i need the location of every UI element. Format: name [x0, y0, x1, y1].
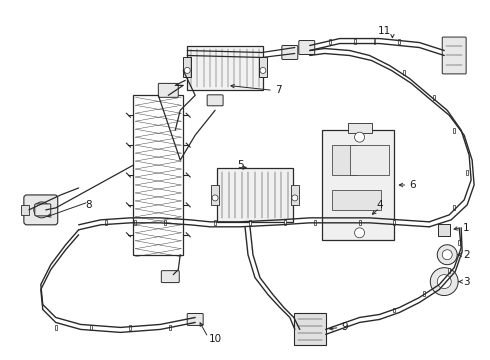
- Bar: [55, 325, 57, 330]
- Circle shape: [184, 67, 190, 73]
- Circle shape: [355, 228, 365, 238]
- Bar: [423, 291, 425, 296]
- Bar: [329, 39, 331, 44]
- Bar: [249, 220, 251, 225]
- FancyBboxPatch shape: [207, 95, 223, 106]
- FancyBboxPatch shape: [299, 41, 315, 54]
- Bar: [466, 170, 468, 175]
- Text: 4: 4: [376, 200, 383, 210]
- FancyBboxPatch shape: [24, 195, 58, 225]
- Bar: [314, 220, 316, 225]
- Circle shape: [212, 195, 218, 201]
- Bar: [398, 39, 400, 44]
- FancyBboxPatch shape: [282, 45, 298, 59]
- FancyBboxPatch shape: [187, 314, 203, 325]
- Bar: [453, 128, 455, 133]
- Bar: [284, 220, 286, 225]
- Text: 2: 2: [463, 250, 470, 260]
- Bar: [332, 145, 357, 175]
- Bar: [349, 145, 390, 175]
- Bar: [129, 325, 131, 330]
- Text: 3: 3: [463, 276, 470, 287]
- Text: 6: 6: [409, 180, 416, 190]
- Text: 5: 5: [237, 160, 244, 170]
- Circle shape: [430, 268, 458, 296]
- Bar: [259, 58, 267, 77]
- Circle shape: [437, 245, 457, 265]
- FancyBboxPatch shape: [161, 271, 179, 283]
- Bar: [453, 205, 455, 210]
- Bar: [291, 185, 299, 205]
- Bar: [438, 224, 450, 236]
- Bar: [90, 325, 92, 330]
- Circle shape: [34, 202, 50, 218]
- Text: 9: 9: [342, 323, 348, 332]
- Bar: [393, 220, 395, 225]
- Circle shape: [437, 275, 451, 289]
- Text: 8: 8: [85, 200, 92, 210]
- Bar: [294, 314, 326, 345]
- Bar: [169, 325, 171, 330]
- Bar: [217, 168, 293, 222]
- Bar: [354, 39, 356, 44]
- Bar: [21, 205, 29, 215]
- FancyBboxPatch shape: [158, 84, 178, 97]
- Bar: [322, 130, 394, 240]
- Text: 1: 1: [463, 223, 470, 233]
- Bar: [359, 220, 361, 225]
- Circle shape: [38, 206, 46, 214]
- Bar: [134, 220, 136, 225]
- Bar: [104, 220, 106, 225]
- Text: 11: 11: [378, 26, 391, 36]
- Bar: [433, 95, 435, 100]
- Bar: [187, 45, 263, 90]
- Bar: [164, 220, 166, 225]
- Bar: [332, 190, 382, 210]
- Text: 10: 10: [209, 334, 221, 345]
- Text: 7: 7: [275, 85, 282, 95]
- Bar: [214, 220, 216, 225]
- Bar: [211, 185, 219, 205]
- Bar: [403, 71, 405, 75]
- Circle shape: [260, 67, 266, 73]
- FancyBboxPatch shape: [442, 37, 466, 74]
- Bar: [458, 240, 460, 245]
- Bar: [448, 268, 450, 273]
- Circle shape: [355, 132, 365, 142]
- Bar: [347, 123, 371, 133]
- FancyBboxPatch shape: [35, 204, 51, 216]
- Circle shape: [442, 250, 452, 260]
- Circle shape: [292, 195, 298, 201]
- Bar: [183, 58, 191, 77]
- Bar: [373, 39, 375, 44]
- Bar: [393, 307, 395, 312]
